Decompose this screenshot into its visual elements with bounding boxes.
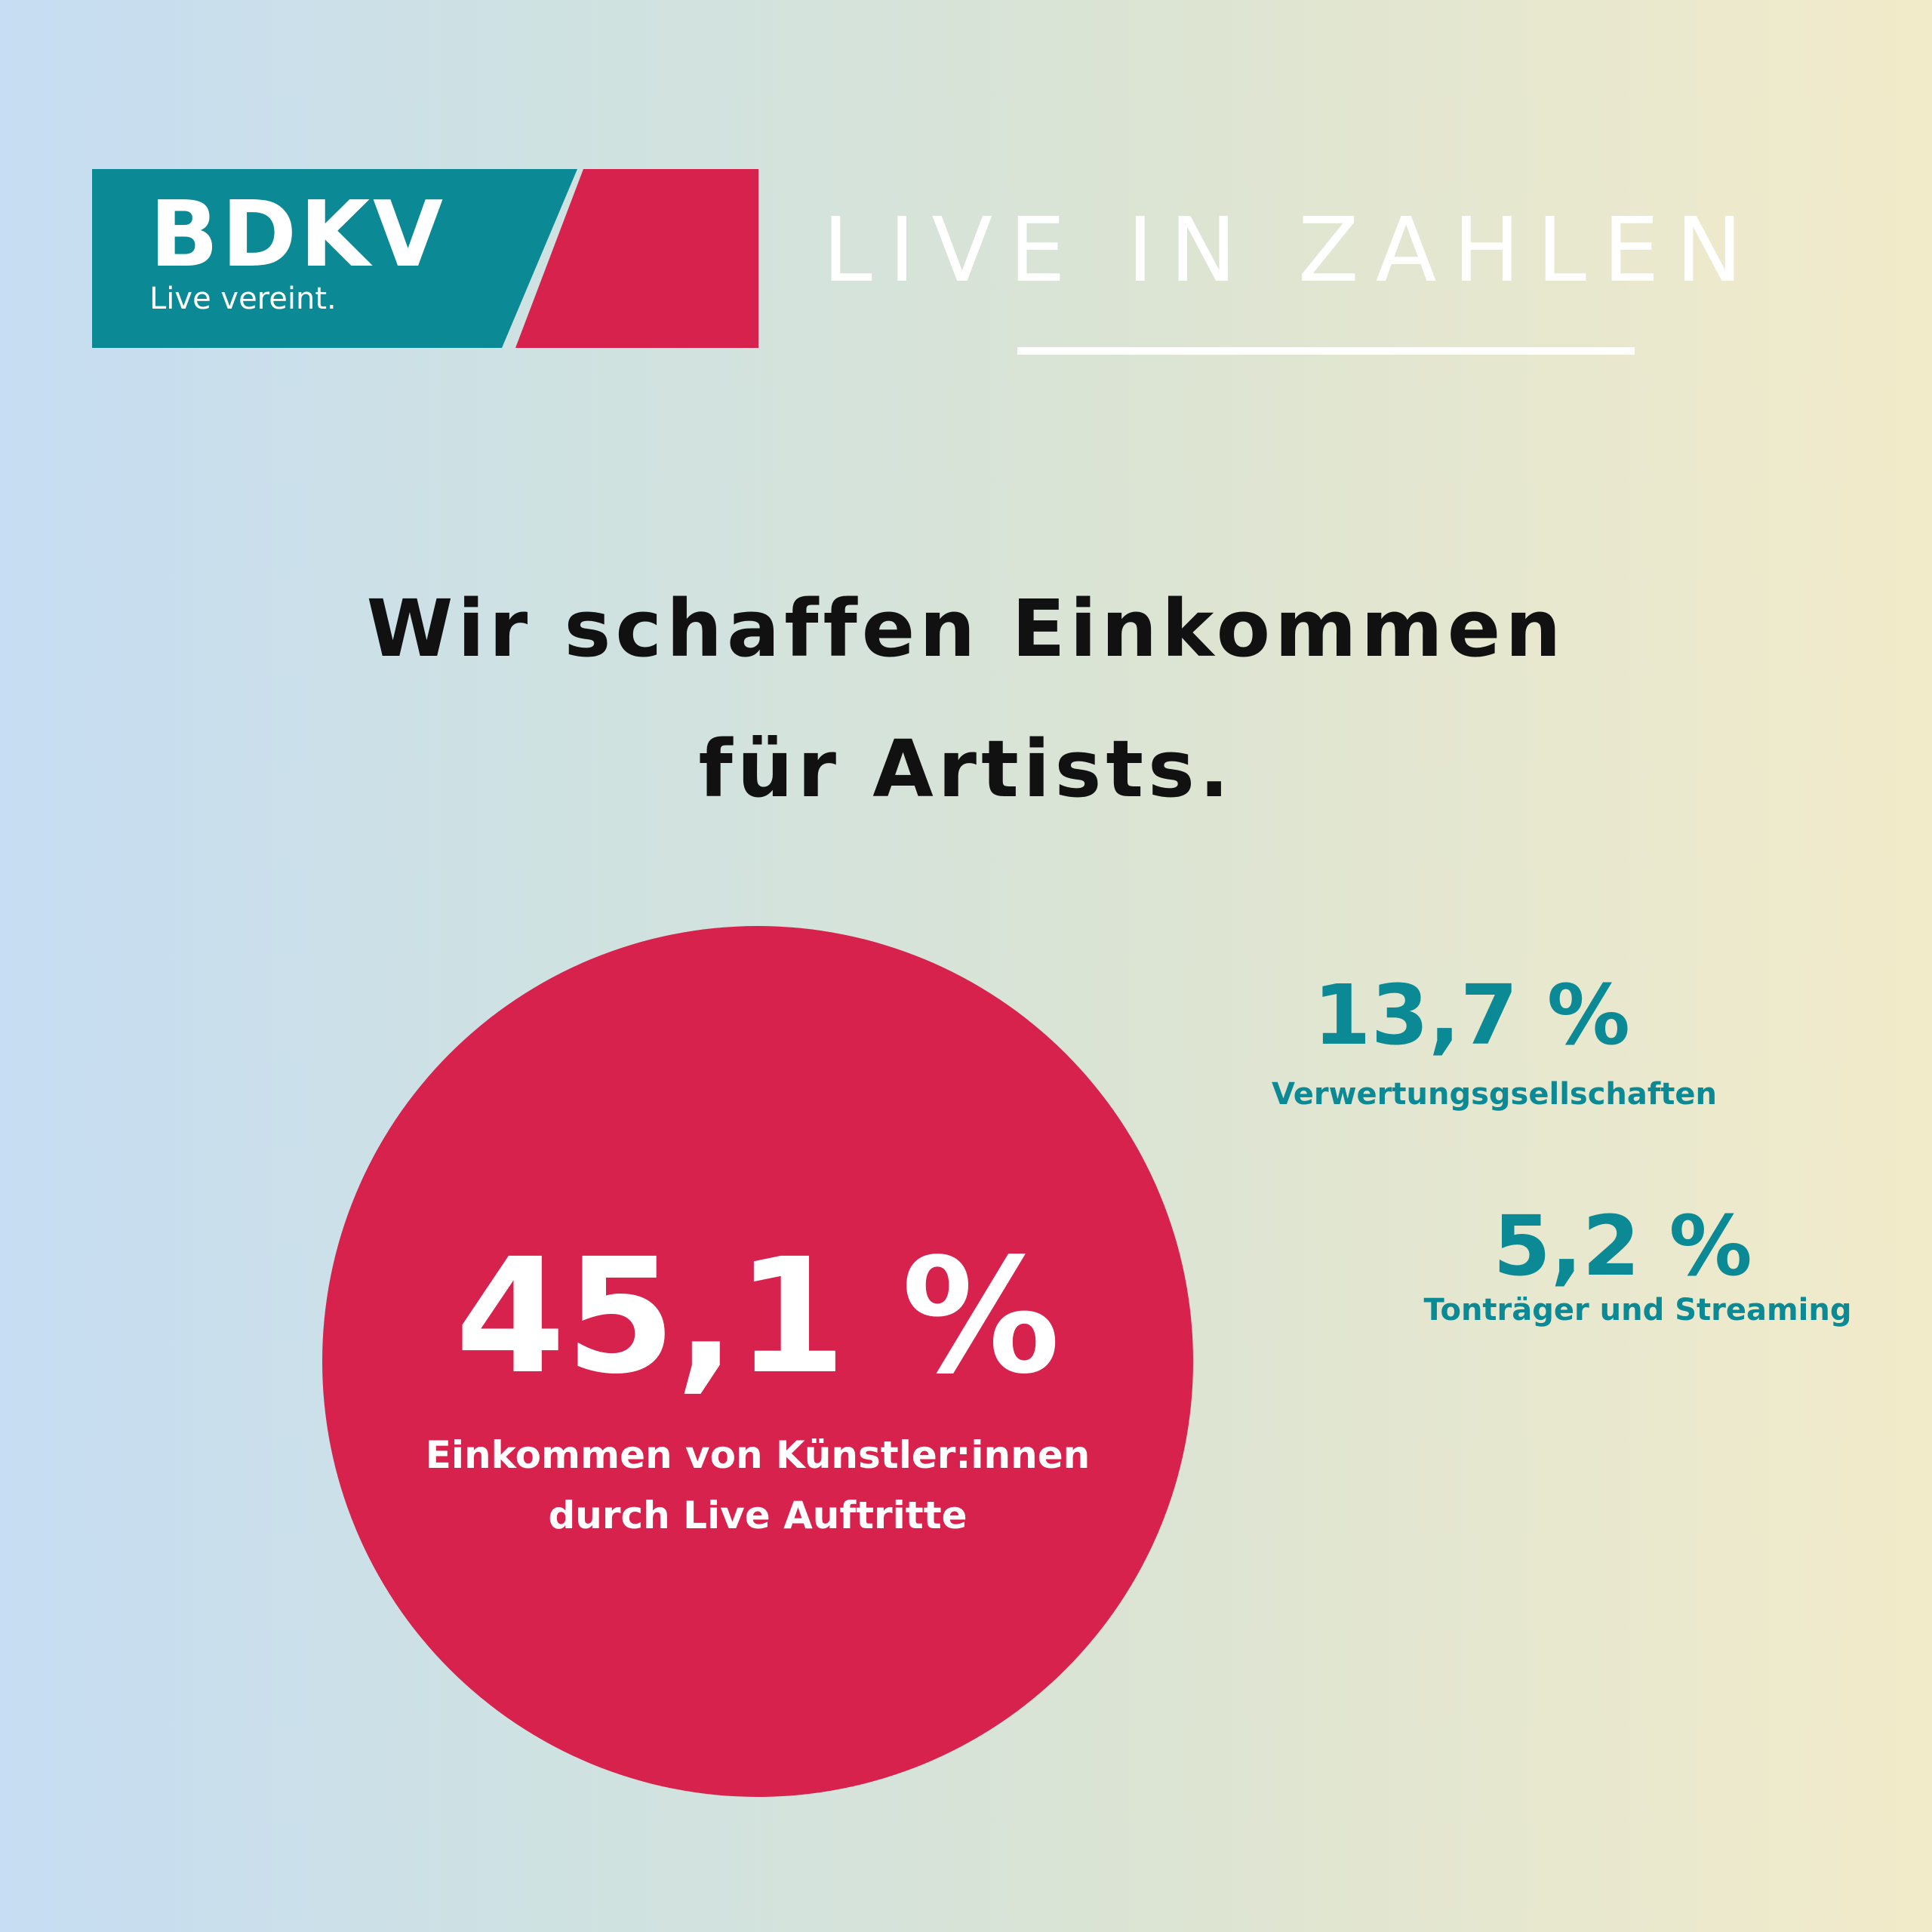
bdkv-logo: BDKV Live vereint. <box>92 169 758 348</box>
logo-name: BDKV <box>149 183 446 288</box>
logo-red-panel <box>515 169 758 348</box>
title-line-2: für Artists. <box>698 723 1234 815</box>
logo-tagline: Live vereint. <box>149 281 337 316</box>
stat-label-tontraeger: Tonträger und Streaming <box>1423 1293 1852 1327</box>
stat-value-tontraeger: 5,2 % <box>1493 1198 1752 1294</box>
logo-teal-panel <box>92 169 577 348</box>
main-stat-label-line-1: Einkommen von Künstler:innen <box>425 1433 1091 1477</box>
title-line-1: Wir schaffen Einkommen <box>366 583 1566 675</box>
logo-shape <box>92 169 758 348</box>
main-stat-label: Einkommen von Künstler:innen durch Live … <box>322 1425 1193 1546</box>
stat-label-verwertung: Verwertungsgsellschaften <box>1271 1077 1718 1112</box>
main-stat-circle <box>322 926 1193 1797</box>
header-headline: LIVE IN ZAHLEN <box>823 198 1759 302</box>
headline-underline <box>1017 347 1635 355</box>
main-stat-value: 45,1 % <box>455 1224 1060 1409</box>
page-title: Wir schaffen Einkommen für Artists. <box>174 558 1758 839</box>
main-stat-label-line-2: durch Live Auftritte <box>548 1494 968 1537</box>
stat-value-verwertung: 13,7 % <box>1313 967 1630 1063</box>
